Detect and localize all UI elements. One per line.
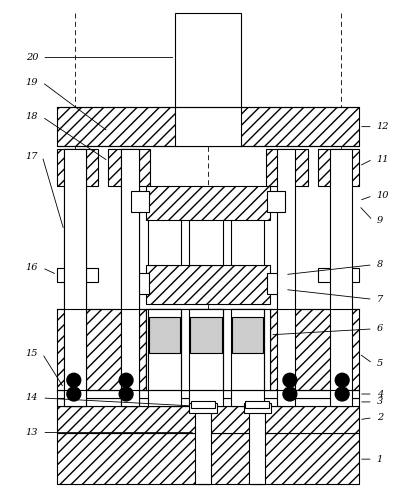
Text: 3: 3	[377, 397, 383, 406]
Bar	[189, 309, 223, 406]
Bar	[148, 309, 181, 406]
Bar	[189, 309, 223, 390]
Bar	[266, 149, 308, 186]
Bar	[176, 107, 240, 146]
Bar	[232, 317, 263, 353]
Bar	[64, 149, 86, 406]
Bar	[243, 403, 271, 413]
Bar	[232, 317, 263, 353]
Bar	[232, 317, 263, 353]
Bar	[57, 268, 99, 282]
Bar	[149, 317, 181, 353]
Bar	[146, 265, 270, 304]
Bar	[148, 191, 181, 265]
Text: 1: 1	[377, 455, 383, 464]
Bar	[149, 317, 181, 353]
Bar	[190, 317, 222, 353]
Bar	[57, 398, 359, 406]
Text: 8: 8	[377, 260, 383, 269]
Text: 15: 15	[26, 349, 38, 358]
Bar	[149, 317, 181, 353]
Circle shape	[119, 373, 133, 387]
Bar	[146, 309, 270, 390]
Bar	[245, 401, 269, 408]
Bar	[131, 273, 149, 294]
Circle shape	[283, 373, 297, 387]
Bar	[189, 191, 223, 265]
Bar	[317, 268, 359, 282]
Bar	[121, 149, 139, 406]
Circle shape	[119, 387, 133, 401]
Bar	[277, 149, 295, 406]
Bar	[330, 149, 352, 406]
Text: 10: 10	[377, 191, 389, 200]
Text: 14: 14	[26, 393, 38, 402]
Text: 17: 17	[26, 152, 38, 161]
Bar	[231, 309, 264, 406]
Bar	[231, 309, 264, 390]
Bar	[146, 309, 270, 390]
Circle shape	[283, 387, 297, 401]
Text: 6: 6	[377, 324, 383, 333]
Bar	[108, 149, 150, 186]
Bar	[131, 191, 149, 212]
Circle shape	[335, 373, 349, 387]
Text: 4: 4	[377, 389, 383, 398]
Bar	[148, 309, 181, 390]
Text: 16: 16	[26, 263, 38, 272]
Bar	[190, 317, 222, 353]
Bar	[232, 317, 263, 353]
Bar	[270, 309, 359, 390]
Bar	[190, 317, 222, 353]
Text: 18: 18	[26, 112, 38, 122]
Text: 19: 19	[26, 78, 38, 87]
Bar	[149, 317, 181, 353]
Text: 11: 11	[377, 155, 389, 164]
Text: 7: 7	[377, 295, 383, 304]
Bar	[57, 390, 359, 398]
Text: 2: 2	[377, 413, 383, 422]
Circle shape	[67, 387, 81, 401]
Bar	[250, 408, 265, 484]
Text: 13: 13	[26, 428, 38, 437]
Bar	[190, 317, 222, 353]
Bar	[191, 401, 215, 408]
Bar	[57, 149, 99, 186]
Text: 12: 12	[377, 122, 389, 131]
Text: 5: 5	[377, 359, 383, 368]
Bar	[121, 149, 139, 406]
Bar	[57, 309, 146, 390]
Text: 9: 9	[377, 216, 383, 225]
Bar	[195, 408, 211, 484]
Bar	[231, 191, 264, 265]
Bar	[57, 433, 359, 484]
Bar	[317, 149, 359, 186]
Bar	[267, 191, 285, 212]
Bar	[57, 107, 359, 146]
Text: 20: 20	[26, 53, 38, 62]
Circle shape	[67, 373, 81, 387]
Bar	[64, 149, 86, 406]
Bar	[176, 13, 240, 107]
Bar	[189, 403, 217, 413]
Bar	[267, 273, 285, 294]
Bar	[57, 406, 359, 433]
Circle shape	[335, 387, 349, 401]
Bar	[146, 186, 270, 220]
